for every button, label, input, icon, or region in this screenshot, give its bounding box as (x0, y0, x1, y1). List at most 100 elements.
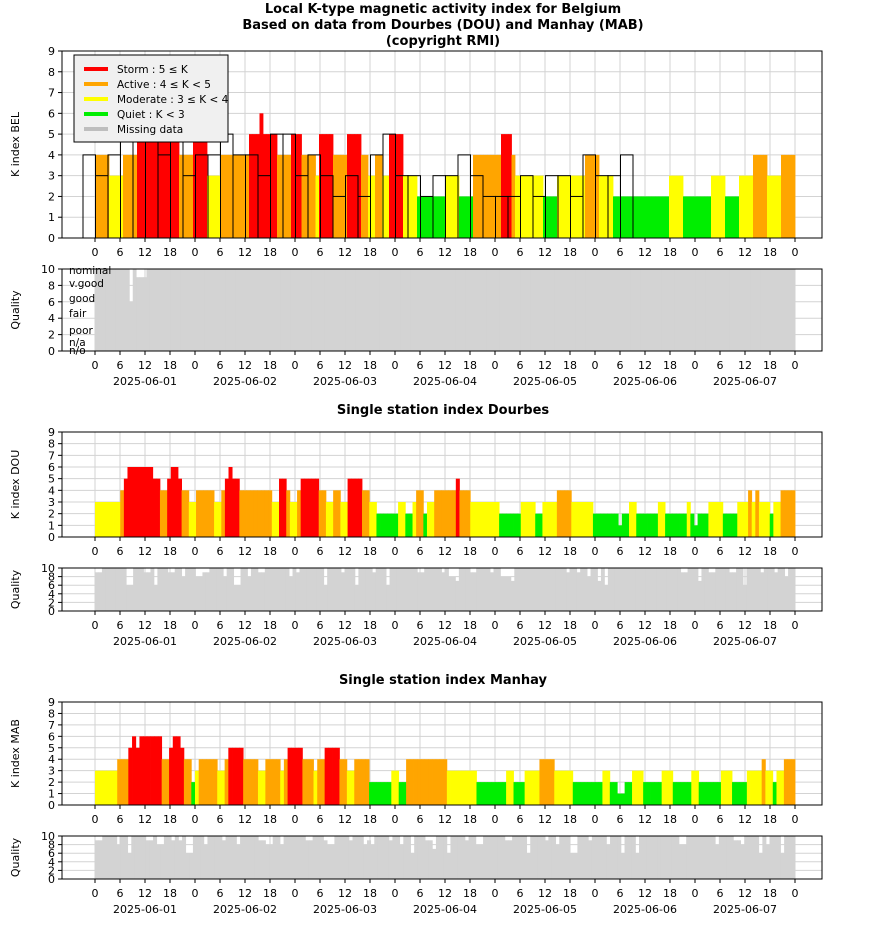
x-tick-label: 0 (92, 619, 99, 632)
k-bar (246, 490, 251, 537)
k-bar (760, 154, 764, 238)
quality-bar (558, 269, 563, 351)
k-bar (165, 134, 169, 238)
k-bar (235, 747, 240, 805)
quality-bar (719, 269, 724, 351)
k-bar (441, 490, 446, 537)
k-bar (532, 770, 537, 805)
k-bar (361, 759, 366, 805)
k-bar (224, 478, 229, 537)
x-tick-label: 12 (238, 246, 252, 259)
x-tick-label: 6 (117, 619, 124, 632)
quality-bar (595, 836, 600, 879)
k-bar (273, 134, 278, 238)
x-tick-label: 6 (117, 887, 124, 900)
k-bar (448, 490, 453, 537)
x-tick-label: 18 (663, 545, 677, 558)
k-bar (592, 154, 596, 238)
x-tick-label: 12 (238, 887, 252, 900)
quality-bar (205, 572, 210, 611)
quality-bar (143, 572, 148, 611)
k-bar (102, 770, 107, 805)
k-bar (502, 782, 507, 805)
x-tick-label: 6 (417, 359, 424, 372)
x-tick-label: 0 (192, 887, 199, 900)
k-bar (783, 759, 788, 805)
k-bar (295, 747, 300, 805)
x-tick-label: 6 (117, 359, 124, 372)
quality-bar (140, 568, 144, 611)
quality-bar (443, 836, 448, 879)
x-tick-label: 0 (392, 813, 399, 826)
k-bar (513, 513, 518, 537)
quality-bar (680, 572, 685, 611)
k-bar (576, 782, 581, 805)
k-bar (165, 759, 170, 805)
x-tick-label: 0 (692, 813, 699, 826)
quality-bar (164, 568, 169, 611)
quality-bar (119, 269, 123, 351)
k-bar (181, 490, 186, 537)
quality-bar (555, 568, 560, 611)
k-bar (643, 782, 648, 805)
k-bar (657, 782, 663, 805)
quality-bar (417, 572, 422, 611)
k-bar (743, 782, 748, 805)
k-bar (724, 770, 729, 805)
k-bar (596, 513, 601, 537)
x-tick-label: 18 (263, 887, 277, 900)
y-tick-label: 0 (48, 799, 55, 812)
x-tick-label: 6 (517, 246, 524, 259)
k-bar (396, 134, 400, 238)
quality-bar (791, 568, 796, 611)
quality-bar (271, 568, 276, 611)
k-bar (627, 196, 631, 238)
y-tick-label: 1 (48, 788, 55, 801)
quality-bar (503, 269, 508, 351)
k-bar (154, 113, 159, 238)
x-tick-label: 6 (217, 813, 224, 826)
k-bar (508, 134, 512, 238)
quality-bar (233, 585, 238, 611)
k-bar (403, 175, 407, 238)
quality-bar (677, 568, 682, 611)
y-tick-label: 4 (48, 312, 55, 325)
x-tick-label: 18 (163, 246, 177, 259)
k-bar (557, 770, 563, 805)
k-bar (239, 490, 244, 537)
x-date-label: 2025-06-01 (113, 375, 177, 388)
quality-bar (424, 269, 429, 351)
k-bar (149, 467, 154, 537)
x-tick-label: 18 (163, 887, 177, 900)
x-tick-label: 0 (792, 619, 799, 632)
quality-bar (709, 269, 714, 351)
x-tick-label: 12 (638, 545, 652, 558)
quality-bar (693, 836, 698, 879)
k-bar (550, 196, 554, 238)
k-bar (769, 513, 774, 537)
quality-bar (705, 269, 710, 351)
k-bar (528, 770, 533, 805)
quality-bar (744, 836, 749, 879)
k-bar (354, 759, 359, 805)
quality-bar (599, 836, 604, 879)
k-bar (585, 502, 590, 537)
k-bar (484, 502, 489, 537)
k-bar (462, 196, 467, 238)
k-bar (529, 175, 533, 238)
k-bar (574, 502, 579, 537)
quality-bar (396, 568, 401, 611)
quality-bar (707, 836, 712, 879)
k-bar (691, 770, 696, 805)
quality-level-label: n/a (69, 337, 86, 349)
quality-bar (294, 269, 298, 351)
quality-bar (250, 836, 255, 879)
quality-bar (583, 568, 588, 611)
quality-bar (685, 269, 690, 351)
quality-bar (247, 836, 252, 879)
y-tick-label: 6 (48, 107, 55, 120)
x-tick-label: 18 (363, 619, 377, 632)
k-bar (385, 175, 390, 238)
quality-bar (647, 269, 652, 351)
